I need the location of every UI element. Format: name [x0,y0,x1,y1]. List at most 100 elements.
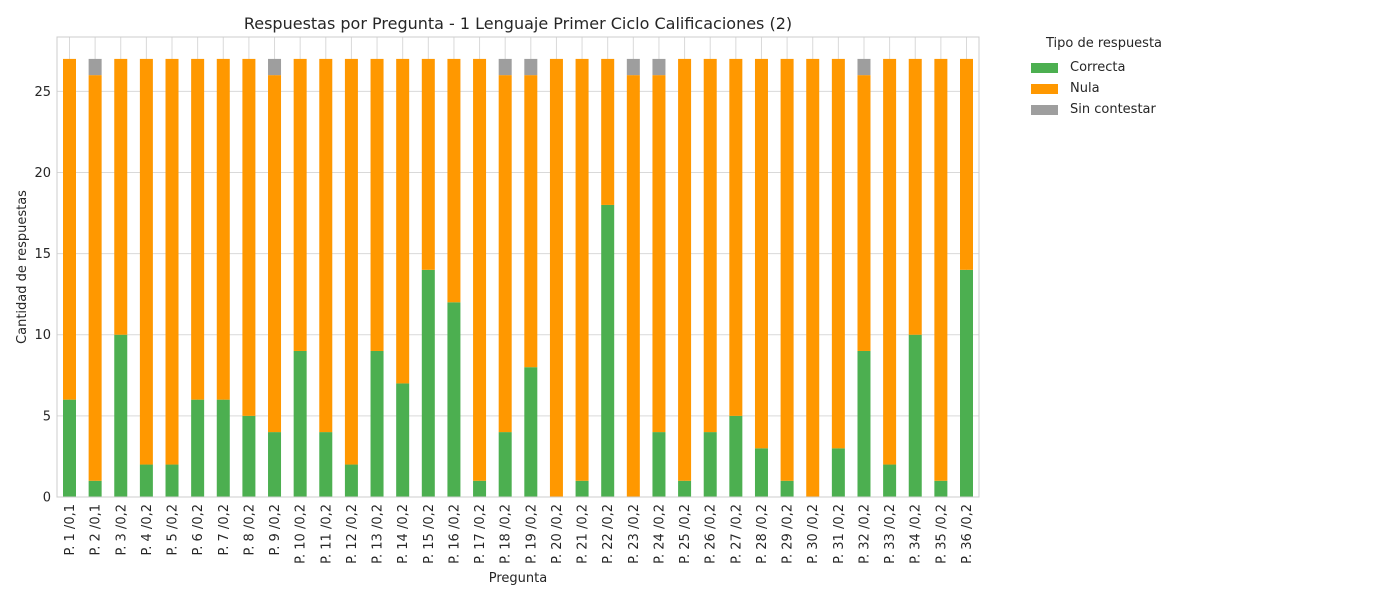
bar-segment-nula [165,58,179,465]
x-tick-label: P. 14 /0,2 [396,504,411,564]
chart-title: Respuestas por Pregunta - 1 Lenguaje Pri… [244,14,792,33]
bar-segment-correcta [344,464,358,497]
bar-segment-nula [908,58,922,335]
bar-segment-correcta [575,480,589,497]
bar-segment-correcta [960,269,973,497]
x-tick-label: P. 12 /0,2 [345,504,360,564]
bar-segment-correcta [370,350,384,497]
y-axis-label: Cantidad de respuestas [15,190,30,344]
bar-segment-correcta [678,480,692,497]
x-tick-label: P. 6 /0,2 [191,504,206,556]
bar-segment-sin-contestar [652,58,666,76]
bar-segment-correcta [601,204,615,497]
x-tick-label: P. 30 /0,2 [806,504,821,564]
x-tick-label: P. 9 /0,2 [268,504,283,556]
x-tick-labels: P. 1 /0,1 P. 2 /0,1 P. 3 /0,2 P. 4 /0,2 P. 5… [63,504,975,564]
bar-segment-correcta [421,269,435,497]
x-tick-label: P. 2 /0,1 [89,504,104,556]
legend-label-correcta: Correcta [1070,60,1126,75]
legend-item-correcta: Correcta [1024,57,1184,78]
x-tick-label: P. 34 /0,2 [909,504,924,564]
x-tick-label: P. 4 /0,2 [140,504,155,556]
bar-segment-nula [63,58,76,400]
bar-segment-sin-contestar [268,58,282,76]
x-tick-label: P. 13 /0,2 [371,504,386,564]
y-tick-label: 5 [43,409,51,424]
x-tick-label: P. 32 /0,2 [857,504,872,564]
x-tick-label: P. 7 /0,2 [217,504,232,556]
x-tick-label: P. 29 /0,2 [781,504,796,564]
bar-segment-nula [319,58,333,433]
x-tick-label: P. 11 /0,2 [319,504,334,564]
x-tick-label: P. 19 /0,2 [524,504,539,564]
legend-item-nula: Nula [1024,78,1184,99]
x-tick-label: P. 36 /0,2 [960,504,975,564]
bar-segment-correcta [319,432,333,497]
bar-segment-nula [216,58,230,400]
bar-segment-nula [857,75,871,351]
bar-segment-sin-contestar [626,58,640,76]
bar-segment-correcta [831,448,845,497]
x-tick-label: P. 8 /0,2 [242,504,257,556]
x-tick-label: P. 22 /0,2 [601,504,616,564]
bar-segment-nula [524,75,538,368]
bar-segment-correcta [216,399,230,497]
bar-segment-correcta [268,432,282,497]
bar-segment-nula [703,58,717,433]
x-tick-label: P. 23 /0,2 [627,504,642,564]
bar-segment-nula [114,58,128,335]
bar-segment-nula [549,58,563,498]
bar-segment-nula [934,58,948,481]
x-tick-label: P. 17 /0,2 [473,504,488,564]
bar-segment-nula [293,58,307,351]
legend-title: Tipo de respuesta [1045,36,1163,51]
bar-segment-nula [883,58,897,465]
bar-segment-nula [498,75,512,433]
bar-segment-nula [652,75,666,433]
y-tick-label: 10 [34,328,51,343]
x-tick-label: P. 33 /0,2 [883,504,898,564]
bar-segment-nula [831,58,845,449]
bar-segment-nula [473,58,487,481]
bar-segment-correcta [703,432,717,497]
x-axis-label: Pregunta [489,571,547,586]
x-tick-label: P. 5 /0,2 [166,504,181,556]
bar-segment-nula [601,58,615,205]
bar-segment-nula [268,75,282,433]
bar-segment-nula [344,58,358,465]
bar-segment-correcta [396,383,410,497]
bar-segment-nula [88,75,102,481]
bar-segment-correcta [524,367,538,497]
x-tick-label: P. 21 /0,2 [576,504,591,564]
bar-segment-nula [806,58,820,498]
bar-segment-nula [575,58,589,481]
x-tick-label: P. 27 /0,2 [729,504,744,564]
bar-segment-correcta [191,399,205,497]
bar-segment-nula [396,58,410,384]
y-tick-label: 0 [43,491,51,506]
y-tick-label: 20 [34,166,51,181]
legend-label-sin-contestar: Sin contestar [1070,102,1156,117]
bar-segment-nula [242,58,256,416]
x-tick-label: P. 31 /0,2 [832,504,847,564]
bar-segment-sin-contestar [498,58,512,76]
bar-segment-sin-contestar [857,58,871,76]
x-tick-label: P. 3 /0,2 [114,504,129,556]
bar-segment-nula [191,58,205,400]
bar-segment-nula [139,58,153,465]
bar-segment-correcta [857,350,871,497]
x-tick-label: P. 15 /0,2 [422,504,437,564]
bar-segment-correcta [293,350,307,497]
legend-label-nula: Nula [1070,81,1100,96]
bar-segment-correcta [139,464,153,497]
bar-segment-correcta [934,480,948,497]
y-tick-labels: 0 5 10 15 20 25 [34,85,51,506]
bar-segment-nula [960,58,973,270]
legend: Tipo de respuesta Correcta Nula Sin cont… [1024,36,1184,120]
bar-segment-correcta [780,480,794,497]
bar-segment-sin-contestar [524,58,538,76]
bar-segment-correcta [652,432,666,497]
bar-segment-correcta [729,415,743,497]
bar-segment-correcta [165,464,179,497]
